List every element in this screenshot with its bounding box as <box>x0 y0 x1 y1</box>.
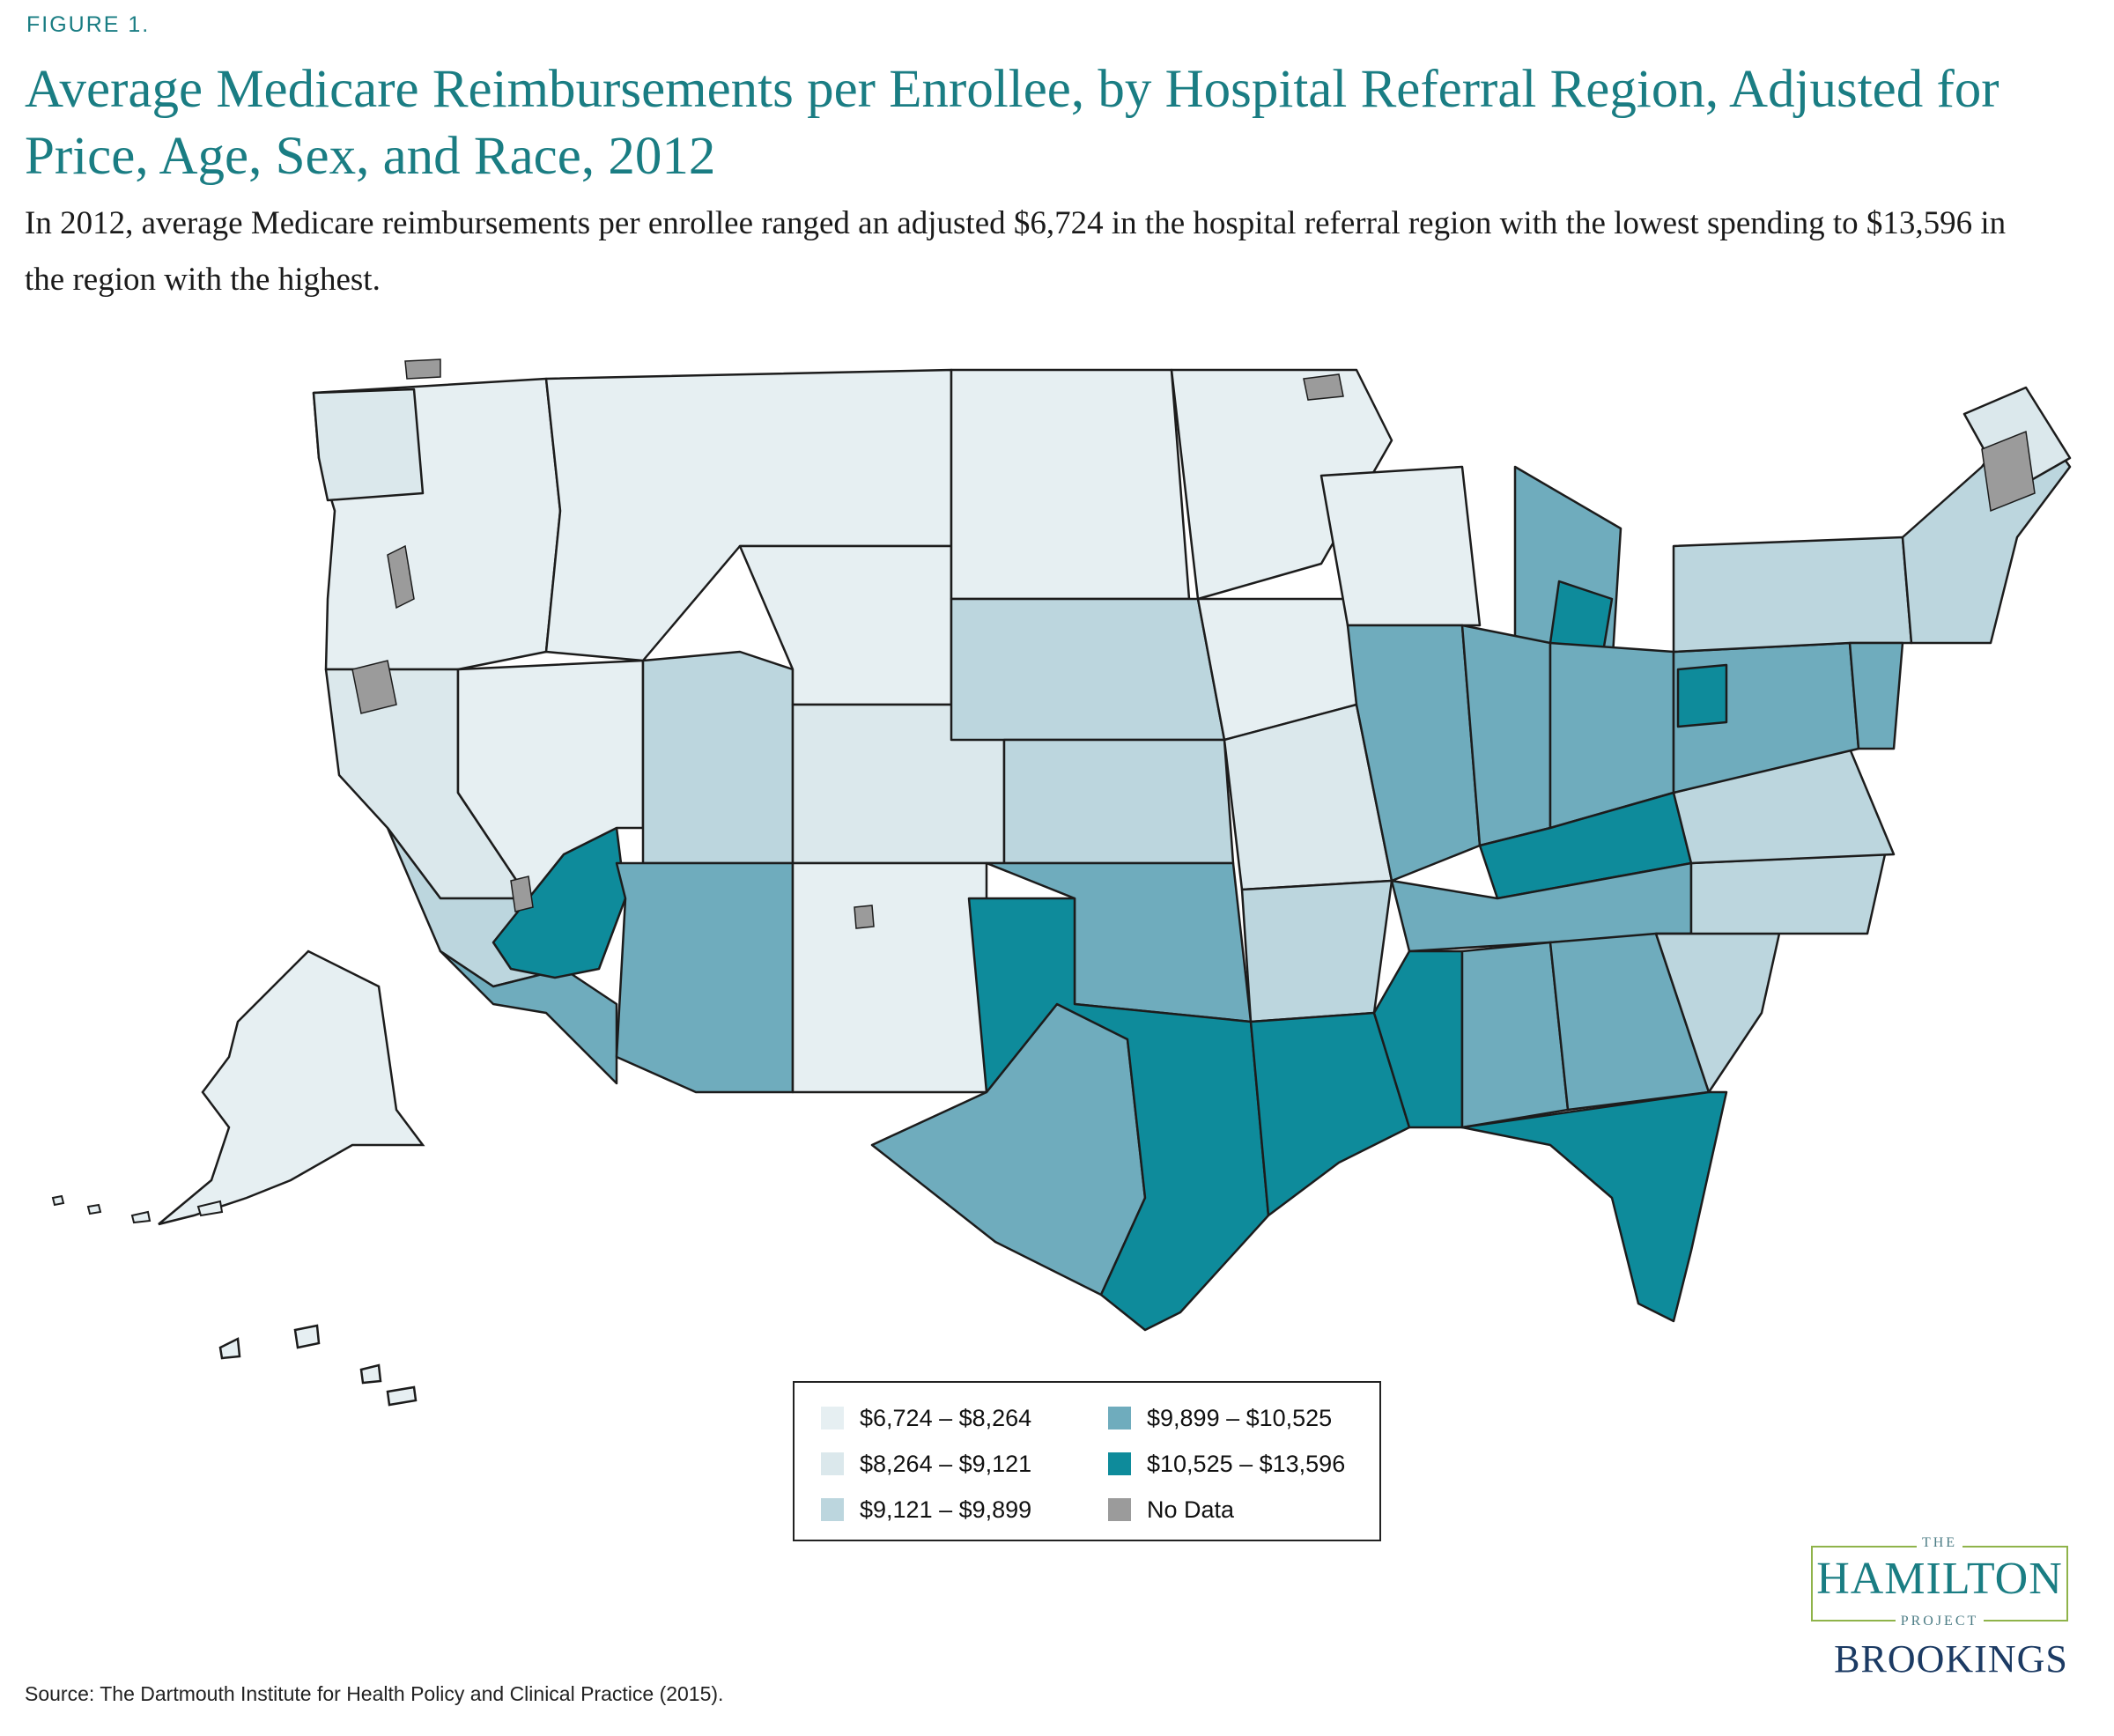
hawaii-island <box>293 1324 321 1349</box>
region-north-carolina <box>1654 853 1887 935</box>
region-texas-east <box>967 897 1270 1332</box>
legend-swatch <box>821 1452 844 1475</box>
aleutian-island <box>130 1210 152 1224</box>
no-data-patch <box>351 660 397 714</box>
logo-project-text: PROJECT <box>1895 1614 1985 1629</box>
legend-item: $10,525 – $13,596 <box>1108 1446 1345 1481</box>
source-note: Source: The Dartmouth Institute for Heal… <box>25 1682 724 1705</box>
legend-label: $8,264 – $9,121 <box>860 1450 1032 1477</box>
legend-label: $6,724 – $8,264 <box>860 1404 1032 1431</box>
hawaii-island <box>386 1385 418 1407</box>
legend-item: $8,264 – $9,121 <box>821 1446 1031 1481</box>
logo-the-text: THE <box>1916 1535 1963 1550</box>
us-choropleth-map <box>51 358 2072 1407</box>
legend-swatch <box>1108 1498 1131 1521</box>
no-data-patch <box>1981 430 2036 513</box>
figure-label: FIGURE 1. <box>26 12 151 37</box>
aleutian-island <box>86 1203 102 1215</box>
region-florida <box>1460 1090 1728 1323</box>
region-arkansas <box>1240 879 1393 1023</box>
region-wisconsin <box>1319 465 1482 627</box>
legend-label: $9,899 – $10,525 <box>1147 1404 1333 1431</box>
logo-hamilton-text: HAMILTON <box>1816 1554 2063 1604</box>
region-new-jersey <box>1848 641 1904 750</box>
brookings-logo: BROOKINGS <box>1834 1637 2068 1681</box>
region-nebraska <box>950 597 1226 742</box>
region-new-york <box>1672 536 1913 654</box>
legend-swatch <box>1108 1407 1131 1429</box>
region-new-mexico <box>791 861 988 1094</box>
region-pittsburgh <box>1676 663 1728 728</box>
region-alabama <box>1460 941 1570 1129</box>
hawaii-island <box>359 1363 382 1385</box>
no-data-patch <box>1303 373 1344 401</box>
legend-swatch <box>821 1407 844 1429</box>
legend-item: No Data <box>1108 1492 1234 1527</box>
region-washington-west <box>312 388 425 502</box>
legend-label: No Data <box>1147 1496 1235 1523</box>
region-california-south <box>439 949 618 1085</box>
no-data-patch <box>404 358 441 380</box>
aleutian-island <box>196 1200 224 1217</box>
legend-label: $10,525 – $13,596 <box>1147 1450 1346 1477</box>
aleutian-island <box>51 1194 65 1207</box>
hamilton-project-logo: THE HAMILTON PROJECT <box>1811 1535 2068 1629</box>
region-kansas <box>1002 738 1235 865</box>
no-data-patch <box>510 875 534 912</box>
legend-swatch <box>1108 1452 1131 1475</box>
no-data-patch <box>387 544 415 609</box>
legend-label: $9,121 – $9,899 <box>860 1496 1032 1523</box>
region-utah <box>641 650 795 865</box>
legend-item: $9,121 – $9,899 <box>821 1492 1031 1527</box>
map-legend: $6,724 – $8,264 $8,264 – $9,121 $9,121 –… <box>793 1381 1381 1541</box>
figure-title: Average Medicare Reimbursements per Enro… <box>25 60 1999 186</box>
hawaii-island <box>218 1337 241 1360</box>
figure-subtitle: In 2012, average Medicare reimbursements… <box>25 205 2007 298</box>
region-arizona <box>615 861 795 1094</box>
legend-item: $6,724 – $8,264 <box>821 1400 1031 1436</box>
region-louisiana <box>1249 1011 1411 1217</box>
alaska-shape <box>158 949 425 1226</box>
legend-item: $9,899 – $10,525 <box>1108 1400 1332 1436</box>
region-illinois <box>1346 624 1482 883</box>
legend-swatch <box>821 1498 844 1521</box>
region-dakotas <box>950 368 1191 601</box>
no-data-patch <box>854 905 875 929</box>
